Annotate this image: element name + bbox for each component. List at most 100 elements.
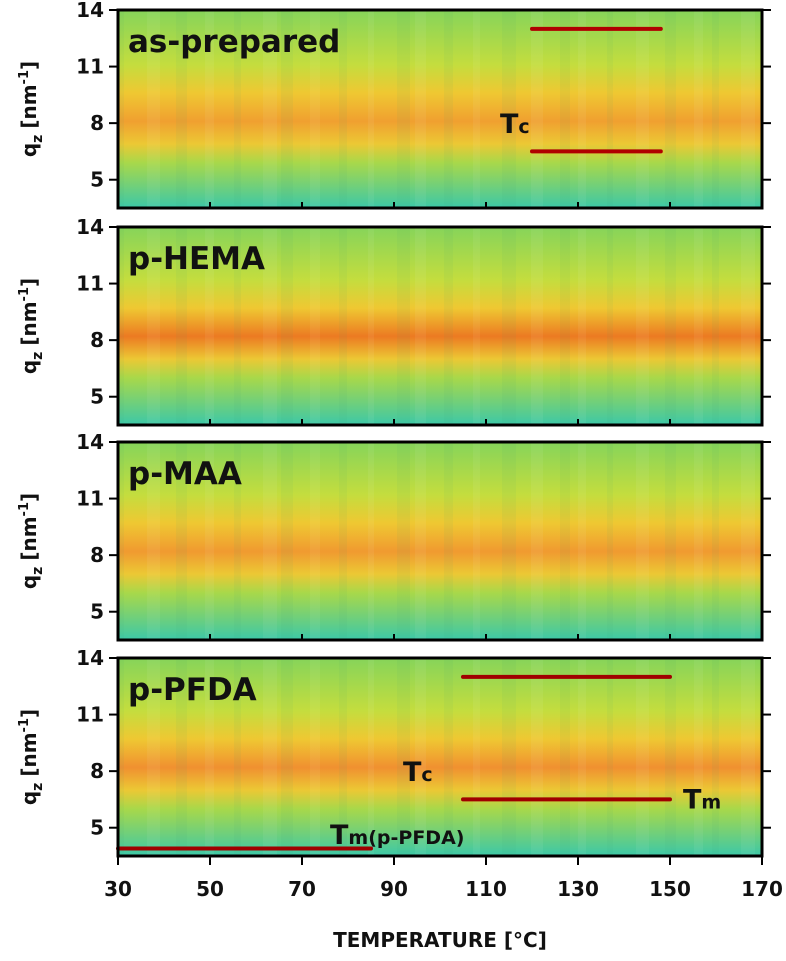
streak xyxy=(234,658,241,856)
streak xyxy=(310,227,320,425)
frame xyxy=(116,656,764,858)
streak xyxy=(147,658,160,856)
streak xyxy=(741,10,755,208)
streak xyxy=(502,10,516,208)
streak xyxy=(118,658,124,856)
annotation-subscript: c xyxy=(518,116,529,138)
streak xyxy=(397,227,410,425)
panel-title: as-prepared xyxy=(128,24,340,60)
y-label-unit: [nm xyxy=(17,516,41,560)
streak xyxy=(531,442,543,640)
streak xyxy=(636,227,649,425)
streak xyxy=(176,442,187,640)
y-label-sup: -1 xyxy=(17,718,32,732)
y-tick-label: 8 xyxy=(90,328,104,352)
streak xyxy=(415,227,426,425)
streak xyxy=(397,10,410,208)
y-tick-label: 14 xyxy=(76,215,104,239)
streak xyxy=(560,227,570,425)
streak xyxy=(444,227,453,425)
streak xyxy=(560,658,570,856)
streak xyxy=(339,227,347,425)
annotation-text: T xyxy=(500,109,519,140)
streak xyxy=(310,442,320,640)
y-axis-label: qz [nm-1] xyxy=(17,61,46,157)
streak xyxy=(578,227,586,425)
x-tick-label: 130 xyxy=(557,877,599,901)
streak xyxy=(712,227,719,425)
streak xyxy=(531,658,543,856)
x-tick-label: 70 xyxy=(288,877,316,901)
y-label-unit: [nm xyxy=(17,84,41,128)
y-label-unit: [nm xyxy=(17,301,41,345)
streak xyxy=(712,10,719,208)
y-axis-label: qz [nm-1] xyxy=(17,709,46,805)
streak xyxy=(368,227,374,425)
panel-title: p-PFDA xyxy=(128,672,257,708)
streak xyxy=(368,10,374,208)
streak xyxy=(281,10,293,208)
y-label-base: q xyxy=(17,575,41,589)
streak xyxy=(234,442,241,640)
streak xyxy=(502,227,516,425)
streak xyxy=(205,658,214,856)
annotation-subscript: m xyxy=(701,792,721,814)
streak xyxy=(263,10,277,208)
streak xyxy=(147,10,160,208)
streak xyxy=(694,10,703,208)
streak xyxy=(712,442,719,640)
y-tick-label: 11 xyxy=(76,55,104,79)
x-tick-label: 150 xyxy=(649,877,691,901)
annotation: Tc xyxy=(403,757,433,788)
x-tick-label: 50 xyxy=(196,877,224,901)
annotation: Tc xyxy=(500,109,530,140)
streak xyxy=(578,10,586,208)
frame xyxy=(116,225,764,427)
streak xyxy=(415,442,426,640)
y-label-close: ] xyxy=(17,61,41,70)
streak xyxy=(263,442,277,640)
x-tick-label: 30 xyxy=(104,877,132,901)
streak xyxy=(741,442,755,640)
streak xyxy=(560,442,570,640)
streak xyxy=(607,10,613,208)
streak xyxy=(415,658,426,856)
y-label-sup: -1 xyxy=(17,502,32,516)
y-axis-label: qz [nm-1] xyxy=(17,278,46,374)
y-tick-label: 8 xyxy=(90,111,104,135)
y-tick-label: 5 xyxy=(90,168,104,192)
frame xyxy=(116,8,764,210)
y-tick-label: 11 xyxy=(76,703,104,727)
streak xyxy=(607,227,613,425)
streak xyxy=(310,658,320,856)
streak xyxy=(531,227,543,425)
streak xyxy=(531,10,543,208)
panel-title: p-MAA xyxy=(128,456,242,492)
streak xyxy=(444,658,453,856)
streak xyxy=(339,10,347,208)
y-label-unit: [nm xyxy=(17,732,41,776)
y-label-sup: -1 xyxy=(17,287,32,301)
streak xyxy=(578,658,586,856)
streak xyxy=(118,442,124,640)
streak xyxy=(263,658,277,856)
panel: p-HEMA 5 8 11 14 qz [nm-1] xyxy=(17,215,771,427)
streak xyxy=(205,227,214,425)
y-tick-label: 5 xyxy=(90,816,104,840)
annotation-text: T xyxy=(683,785,702,816)
y-tick-label: 14 xyxy=(76,646,104,670)
streak xyxy=(473,10,480,208)
y-tick-label: 11 xyxy=(76,272,104,296)
y-label-close: ] xyxy=(17,278,41,287)
panel: p-MAA 5 8 11 14 qz [nm-1] xyxy=(17,430,771,642)
streak xyxy=(444,10,453,208)
x-tick-label: 170 xyxy=(741,877,783,901)
streak xyxy=(281,658,293,856)
streak xyxy=(473,658,480,856)
streak xyxy=(397,442,410,640)
streak xyxy=(636,658,649,856)
streak xyxy=(234,10,241,208)
streak xyxy=(118,10,124,208)
streak xyxy=(118,227,124,425)
streak xyxy=(263,227,277,425)
